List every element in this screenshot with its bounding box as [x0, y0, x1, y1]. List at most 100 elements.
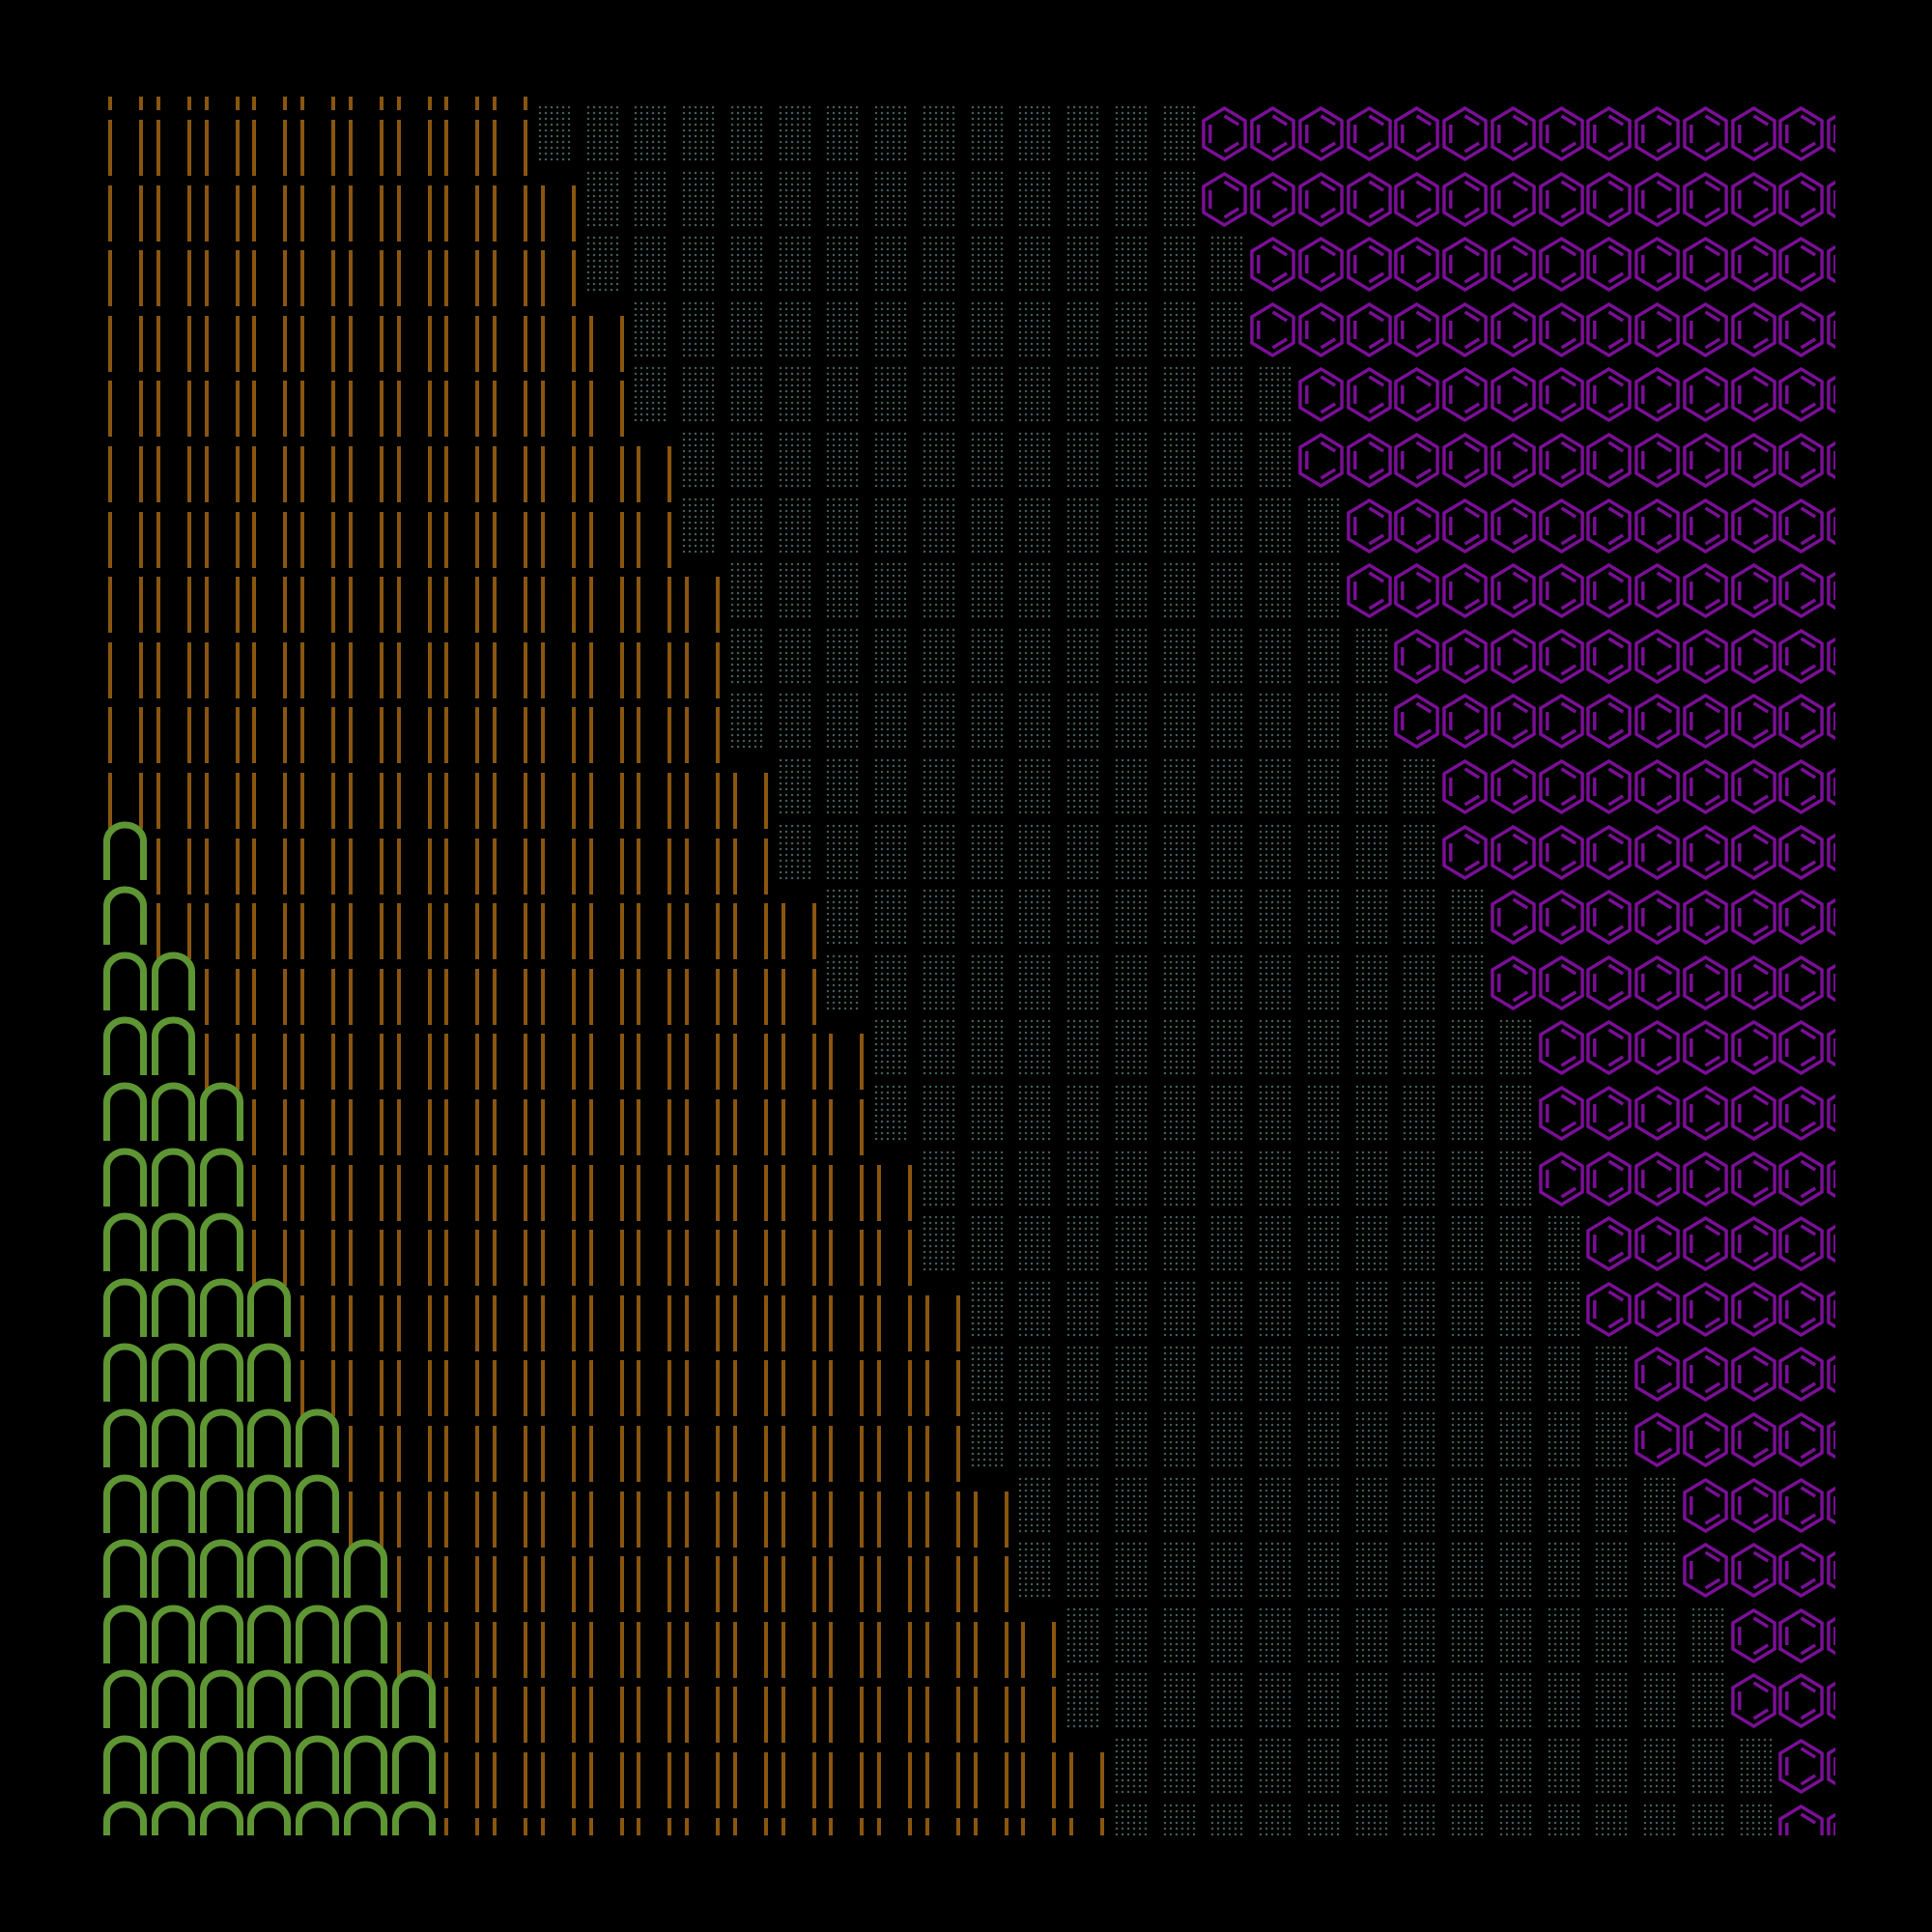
arch-glyph [151, 1605, 195, 1663]
benzene-hexagon-glyph [1778, 758, 1825, 815]
double-bar-glyph [540, 1817, 576, 1835]
double-bar-glyph [493, 577, 527, 634]
dotted-block-glyph [633, 169, 668, 228]
dotted-block-glyph [1642, 1475, 1677, 1534]
dotted-block-glyph [1161, 888, 1197, 947]
double-bar-glyph [204, 446, 240, 502]
dotted-block-glyph [1305, 1737, 1341, 1795]
double-bar-glyph [685, 1426, 720, 1482]
double-bar-glyph [300, 315, 335, 372]
dotted-block-glyph [1258, 1279, 1293, 1338]
dotted-block-glyph [777, 822, 812, 881]
dotted-block-glyph [1065, 952, 1100, 1011]
arch-glyph [151, 1801, 195, 1835]
double-bar-glyph [781, 1426, 816, 1482]
double-bar-glyph [588, 577, 624, 634]
double-bar-glyph [204, 97, 240, 111]
arch-glyph [247, 1669, 292, 1729]
dotted-block-glyph [1017, 692, 1053, 751]
double-bar-glyph [685, 1164, 720, 1221]
benzene-hexagon-glyph [1586, 1085, 1633, 1142]
benzene-hexagon-glyph [1682, 563, 1728, 619]
benzene-hexagon-glyph [1682, 105, 1728, 162]
double-bar-glyph [348, 903, 384, 960]
double-bar-glyph [924, 1556, 960, 1613]
dotted-block-glyph [969, 561, 1005, 620]
benzene-hexagon-glyph [1730, 1151, 1776, 1207]
benzene-hexagon-glyph [1682, 1411, 1728, 1468]
benzene-hexagon-glyph [1778, 694, 1825, 750]
double-bar-glyph [540, 707, 576, 764]
double-bar-glyph [781, 1360, 816, 1417]
double-bar-glyph [685, 1752, 720, 1808]
double-bar-glyph [685, 838, 720, 895]
dotted-block-glyph [1353, 1214, 1389, 1273]
dotted-block-glyph [969, 104, 1005, 162]
double-bar-glyph [732, 773, 768, 829]
dotted-block-glyph [1738, 1802, 1774, 1835]
double-bar-glyph [348, 1426, 384, 1482]
dotted-block-glyph [1353, 1737, 1389, 1795]
dotted-block-glyph [1305, 1410, 1341, 1468]
arch-glyph [199, 1148, 243, 1207]
benzene-hexagon-glyph [1538, 237, 1584, 293]
dotted-block-glyph [1161, 822, 1197, 881]
double-bar-glyph [348, 968, 384, 1025]
dotted-block-glyph [969, 431, 1005, 489]
benzene-hexagon-glyph [1730, 1543, 1776, 1599]
dotted-block-glyph [1450, 1084, 1485, 1142]
benzene-hexagon-glyph [1827, 1224, 1835, 1264]
dotted-block-glyph [1450, 1802, 1485, 1835]
dotted-block-glyph [1450, 1214, 1485, 1273]
arch-glyph [103, 1212, 147, 1272]
dotted-block-glyph [1450, 1149, 1485, 1208]
arch-glyph [103, 1343, 147, 1403]
arch-glyph [151, 1082, 195, 1141]
dotted-block-glyph [1353, 1149, 1389, 1208]
double-bar-glyph [493, 446, 527, 502]
dotted-block-glyph [1161, 1149, 1197, 1208]
benzene-hexagon-glyph [1442, 497, 1488, 554]
arch-glyph [343, 1801, 387, 1835]
arch-glyph [343, 1605, 387, 1663]
dotted-block-glyph [1258, 626, 1293, 685]
dotted-block-glyph [1161, 169, 1197, 228]
benzene-hexagon-glyph [1394, 694, 1440, 750]
dotted-block-glyph [1497, 1410, 1533, 1468]
dotted-block-glyph [1258, 1605, 1293, 1664]
benzene-hexagon-glyph [1730, 1216, 1776, 1272]
dotted-block-glyph [1113, 431, 1149, 489]
double-bar-glyph [877, 1426, 912, 1482]
dotted-block-glyph [1450, 1018, 1485, 1077]
dotted-block-glyph [777, 299, 812, 358]
benzene-hexagon-glyph [1778, 1804, 1825, 1835]
benzene-hexagon-glyph [1682, 1347, 1728, 1403]
arch-glyph [103, 886, 147, 946]
dotted-block-glyph [1258, 365, 1293, 424]
double-bar-glyph [1069, 1752, 1104, 1808]
dotted-block-glyph [777, 104, 812, 162]
double-bar-glyph [204, 250, 240, 307]
double-bar-glyph [396, 250, 432, 307]
double-bar-glyph [396, 446, 432, 502]
arch-glyph [247, 1278, 292, 1337]
double-bar-glyph [829, 1621, 865, 1678]
benzene-hexagon-glyph [1682, 237, 1728, 293]
double-bar-glyph [588, 1817, 624, 1835]
dotted-block-glyph [728, 365, 764, 424]
double-bar-glyph [108, 446, 143, 502]
double-bar-glyph [348, 707, 384, 764]
dotted-block-glyph [1353, 1084, 1389, 1142]
benzene-hexagon-glyph [1730, 1477, 1776, 1533]
dotted-block-glyph [1065, 169, 1100, 228]
dotted-block-glyph [1594, 1475, 1630, 1534]
arch-glyph [199, 1801, 243, 1835]
double-bar-glyph [493, 1164, 527, 1221]
dotted-block-glyph [1209, 888, 1245, 947]
double-bar-glyph [493, 1621, 527, 1678]
dotted-block-glyph [969, 1084, 1005, 1142]
dotted-block-glyph [1161, 1475, 1197, 1534]
double-bar-glyph [829, 1817, 865, 1835]
benzene-hexagon-glyph [1634, 563, 1680, 619]
benzene-hexagon-glyph [1442, 758, 1488, 815]
